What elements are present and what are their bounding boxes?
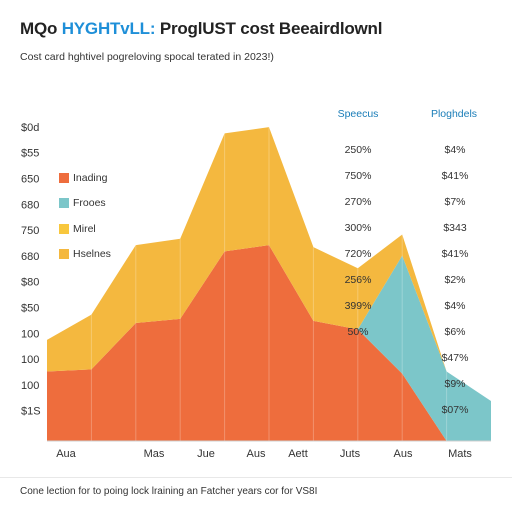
x-tick-label: Juts — [340, 448, 361, 460]
table-cell: $2% — [444, 274, 465, 286]
x-tick-label: Aua — [56, 448, 76, 460]
y-tick-label: $80 — [21, 277, 39, 289]
table-cell: $41% — [442, 170, 469, 182]
table-cell: 750% — [345, 170, 372, 182]
legend-label: Frooes — [73, 197, 106, 209]
y-tick-label: 650 — [21, 174, 39, 186]
table-cell: $41% — [442, 248, 469, 260]
title-rest: ProglUST cost Beeairdlownl — [155, 19, 383, 38]
table-cell: $343 — [443, 222, 467, 234]
legend-swatch — [59, 198, 69, 208]
table-cell: $7% — [444, 196, 465, 208]
y-tick-label: $1S — [21, 406, 41, 418]
table-cell: 250% — [345, 144, 372, 156]
area-series-0 — [47, 245, 447, 441]
y-tick-label: $55 — [21, 148, 39, 160]
table-cell: 300% — [345, 222, 372, 234]
title-highlight: HYGHTvLL: — [61, 19, 156, 38]
table-cell: 256% — [345, 274, 372, 286]
table-cell: $07% — [442, 404, 469, 416]
x-tick-label: Aus — [394, 448, 413, 460]
x-tick-label: Mas — [144, 448, 165, 460]
y-tick-label: 680 — [21, 251, 39, 263]
table-header: Speecus — [338, 108, 379, 120]
x-tick-label: Aus — [247, 448, 266, 460]
y-tick-label: 100 — [21, 328, 39, 340]
title-prefix: MQo — [20, 19, 62, 38]
legend-label: Inading — [73, 172, 108, 184]
area-series-1 — [357, 255, 491, 441]
y-tick-label: $0d — [21, 122, 39, 134]
table-header: Ploghdels — [431, 108, 477, 120]
y-tick-label: 680 — [21, 199, 39, 211]
legend-swatch — [59, 224, 69, 234]
legend-swatch — [59, 249, 69, 259]
y-tick-label: $50 — [21, 303, 39, 315]
chart-title: MQo HYGHTvLL: ProglUST cost Beeairdlownl — [20, 19, 382, 39]
x-tick-label: Jue — [197, 448, 215, 460]
table-cell: $9% — [444, 378, 465, 390]
legend-swatch — [59, 173, 69, 183]
area-series-3 — [47, 127, 447, 372]
table-cell: 399% — [345, 300, 372, 312]
table-cell: 720% — [345, 248, 372, 260]
table-cell: $4% — [444, 300, 465, 312]
legend-label: Hselnes — [73, 248, 111, 260]
legend-label: Mirel — [73, 223, 96, 235]
y-tick-label: 100 — [21, 354, 39, 366]
y-tick-label: 100 — [21, 380, 39, 392]
footer-divider — [0, 477, 512, 478]
table-cell: $6% — [444, 326, 465, 338]
x-tick-label: Mats — [448, 448, 472, 460]
table-cell: 50% — [347, 326, 368, 338]
footer-note: Cone lection for to poing lock lraining … — [20, 486, 318, 497]
table-cell: $4% — [444, 144, 465, 156]
chart-subtitle: Cost card hghtivel pogreloving spocal te… — [20, 51, 274, 63]
table-cell: 270% — [345, 196, 372, 208]
y-tick-label: 750 — [21, 225, 39, 237]
table-cell: $47% — [442, 352, 469, 364]
x-tick-label: Aett — [288, 448, 308, 460]
